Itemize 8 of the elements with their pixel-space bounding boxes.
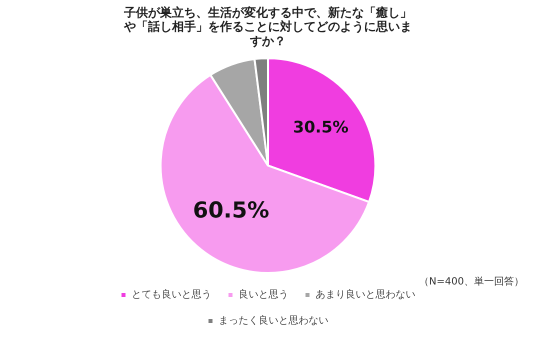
text: （N=400、単一回答） — [419, 276, 524, 288]
legend-label: 良いと思う — [238, 288, 288, 301]
chart-title: 子供が巣立ち、生活が変化する中で、新たな「癒し」や「話し相手」を作ることに対してどのように思いますか？ — [123, 5, 412, 48]
legend-label: とても良いと思う — [132, 288, 212, 301]
data-label: 60.5% — [192, 198, 270, 224]
legend-label: まったく良いと思わない — [218, 314, 328, 327]
data-label: 30.5% — [292, 118, 348, 137]
legend-label: あまり良いと思わない — [316, 288, 416, 301]
